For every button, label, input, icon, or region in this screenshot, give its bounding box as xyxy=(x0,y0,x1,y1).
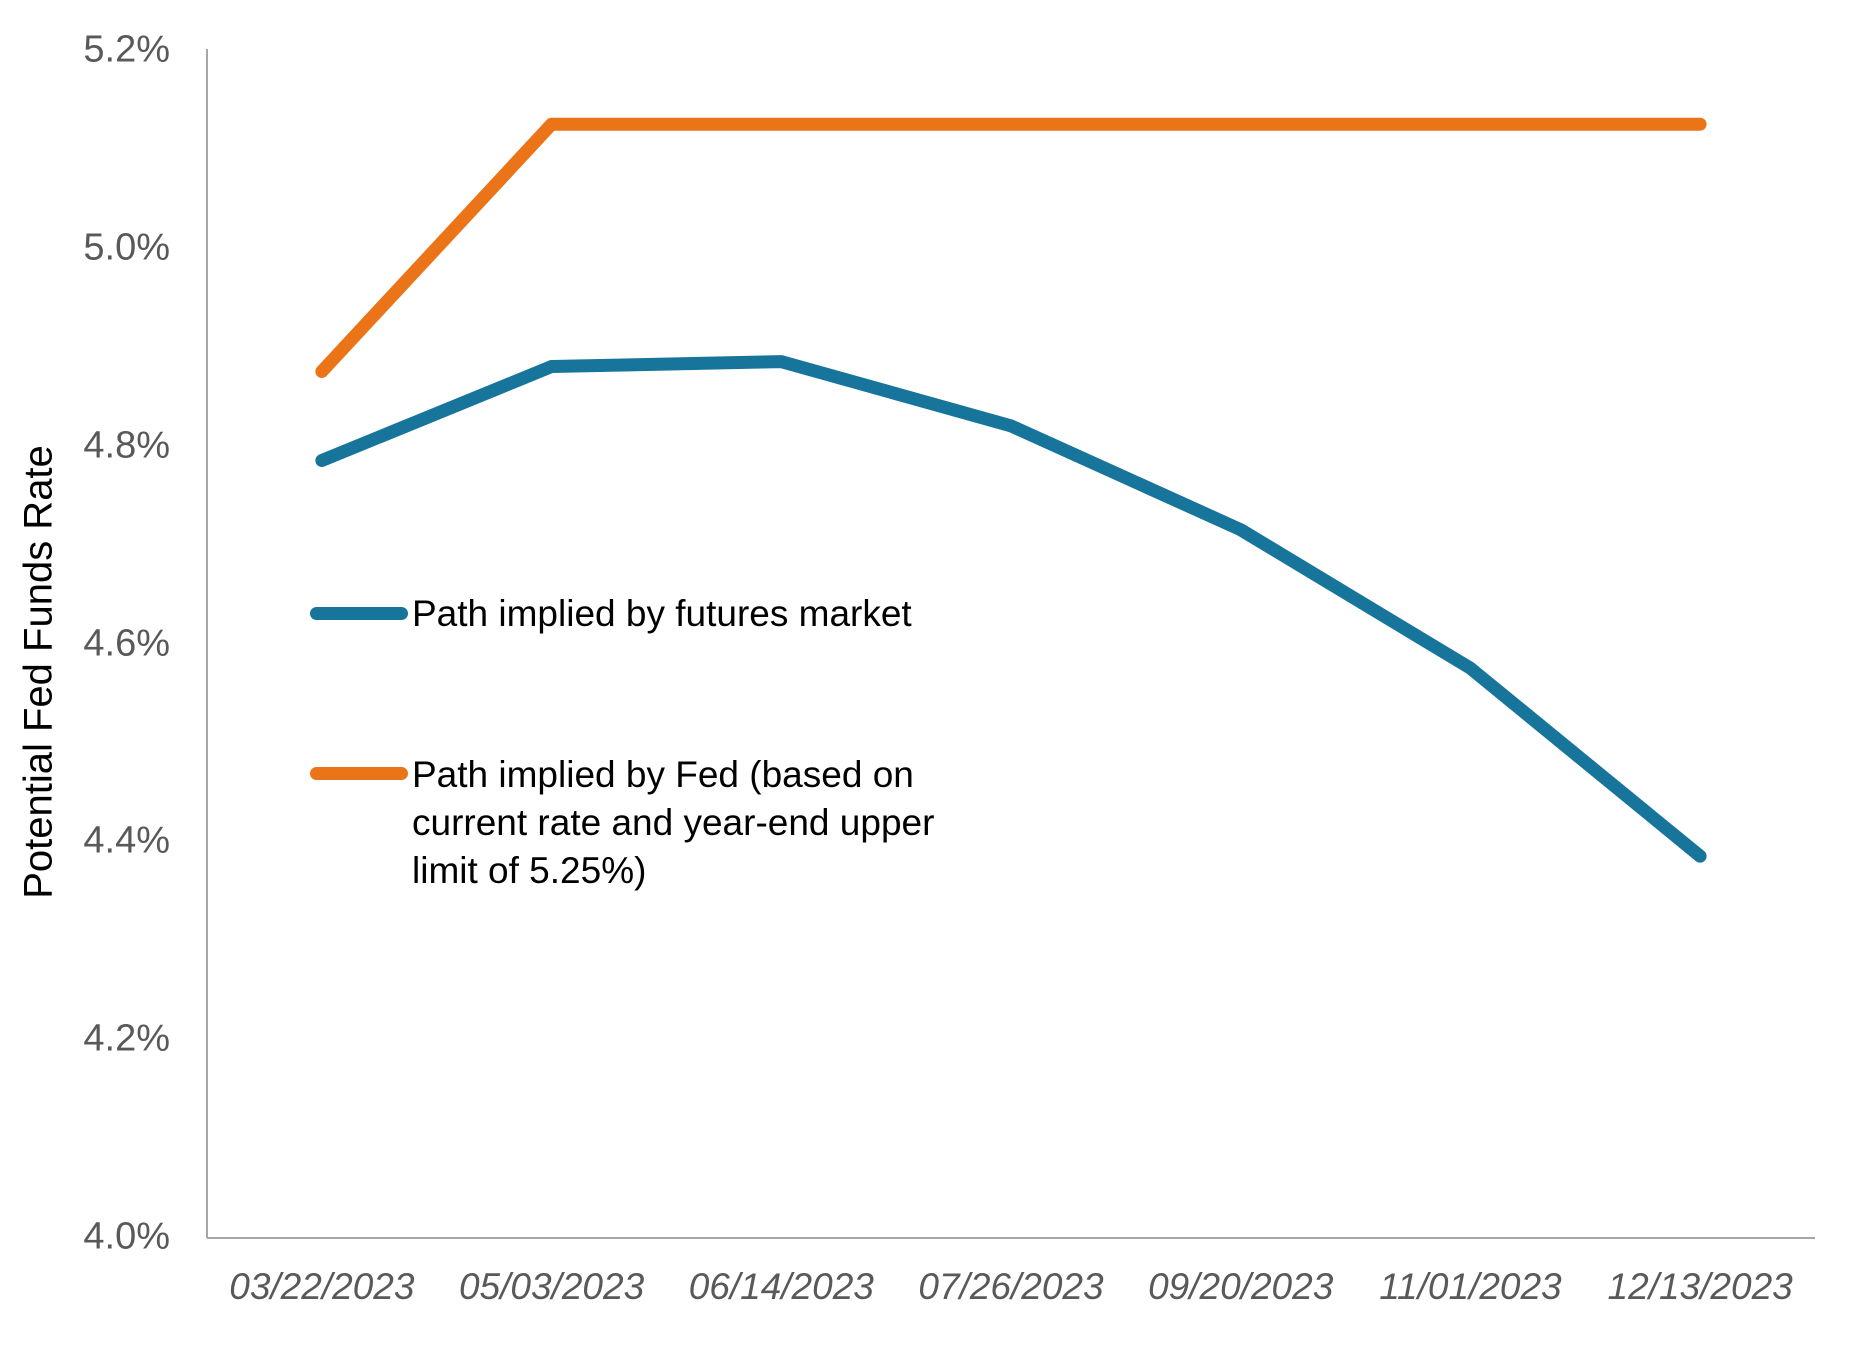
fed-line xyxy=(315,117,1707,378)
legend-futures-line-swatch xyxy=(310,607,408,620)
x-tick-label: 12/13/2023 xyxy=(1607,1266,1793,1307)
x-tick-label: 03/22/2023 xyxy=(229,1266,415,1307)
y-tick-label: 4.6% xyxy=(83,622,170,664)
y-tick-label: 5.2% xyxy=(83,28,170,71)
x-tick-label: 11/01/2023 xyxy=(1379,1266,1562,1307)
x-tick-label: 06/14/2023 xyxy=(688,1266,874,1307)
y-tick-label: 4.0% xyxy=(83,1215,170,1258)
x-tick-label: 05/03/2023 xyxy=(458,1266,645,1307)
legend-fed-label-line2: current rate and year-end upper xyxy=(412,802,935,843)
legend-futures-label: Path implied by futures market xyxy=(412,593,912,634)
legend-fed-label-line1: Path implied by Fed (based on xyxy=(412,754,914,795)
y-tick-label: 4.2% xyxy=(83,1017,170,1060)
y-tick-label: 5.0% xyxy=(83,226,170,269)
y-tick-label: 4.4% xyxy=(83,819,170,862)
y-tick-label: 4.8% xyxy=(83,424,170,467)
legend-fed-label: Path implied by Fed (based on current ra… xyxy=(412,751,934,895)
futures-line xyxy=(315,355,1707,863)
legend-fed-line-swatch xyxy=(310,767,408,780)
legend-fed-label-line3: limit of 5.25%) xyxy=(412,850,647,891)
x-tick-label: 09/20/2023 xyxy=(1148,1266,1334,1307)
x-tick-label: 07/26/2023 xyxy=(918,1266,1104,1307)
